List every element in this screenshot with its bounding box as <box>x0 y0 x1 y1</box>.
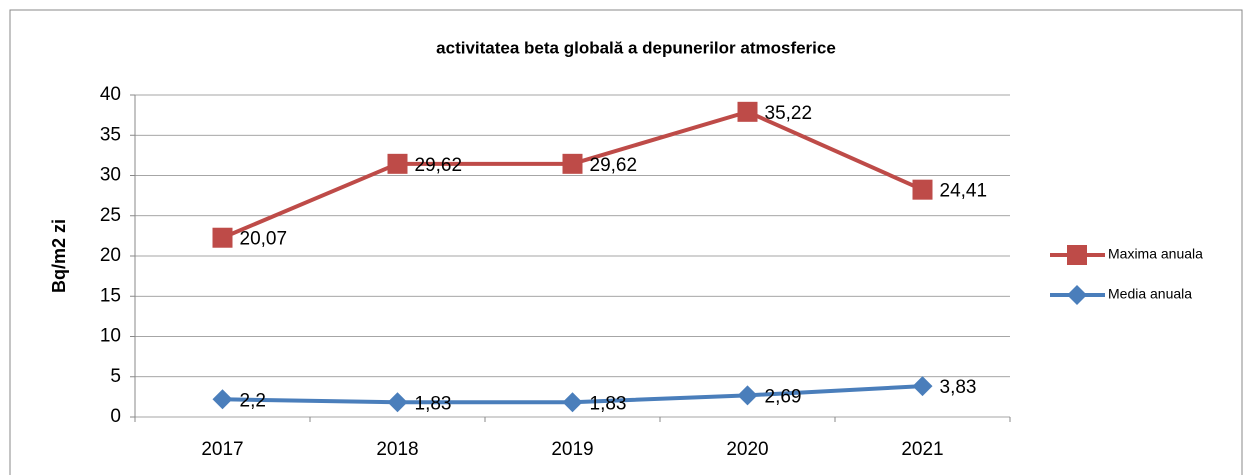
legend-marker <box>1067 285 1087 305</box>
y-tick-label: 0 <box>110 406 121 427</box>
y-tick-label: 30 <box>100 165 121 186</box>
x-tick-label: 2021 <box>901 439 943 460</box>
legend-label: Maxima anuala <box>1108 246 1203 262</box>
data-point <box>212 389 233 410</box>
data-label: 2,69 <box>765 386 802 407</box>
data-label: 2,2 <box>240 390 266 411</box>
data-point <box>562 153 583 174</box>
y-tick-label: 35 <box>100 124 121 145</box>
y-tick-label: 40 <box>100 84 121 105</box>
data-label: 24,41 <box>940 181 988 202</box>
data-label: 35,22 <box>765 103 813 124</box>
data-label: 29,62 <box>590 155 638 176</box>
data-point <box>737 385 758 406</box>
legend-marker <box>1067 245 1087 265</box>
y-tick-label: 5 <box>110 366 121 387</box>
data-point <box>387 392 408 413</box>
x-tick-label: 2018 <box>376 439 418 460</box>
x-tick-label: 2017 <box>201 439 243 460</box>
data-point <box>912 376 933 397</box>
y-axis-label: Bq/m2 zi <box>49 219 69 293</box>
x-tick-label: 2019 <box>551 439 593 460</box>
x-tick-label: 2020 <box>726 439 768 460</box>
y-tick-label: 20 <box>100 245 121 266</box>
data-label: 20,07 <box>240 229 288 250</box>
data-point <box>212 227 233 248</box>
chart-title: activitatea beta globală a depunerilor a… <box>436 38 836 57</box>
data-label: 1,83 <box>415 393 452 414</box>
data-label: 1,83 <box>590 393 627 414</box>
y-tick-label: 15 <box>100 285 121 306</box>
legend-label: Media anuala <box>1108 286 1192 302</box>
y-tick-label: 25 <box>100 205 121 226</box>
data-label: 3,83 <box>940 377 977 398</box>
y-tick-label: 10 <box>100 326 121 347</box>
data-point <box>912 179 933 200</box>
data-point <box>737 101 758 122</box>
data-point <box>387 153 408 174</box>
data-label: 29,62 <box>415 155 463 176</box>
data-point <box>562 392 583 413</box>
